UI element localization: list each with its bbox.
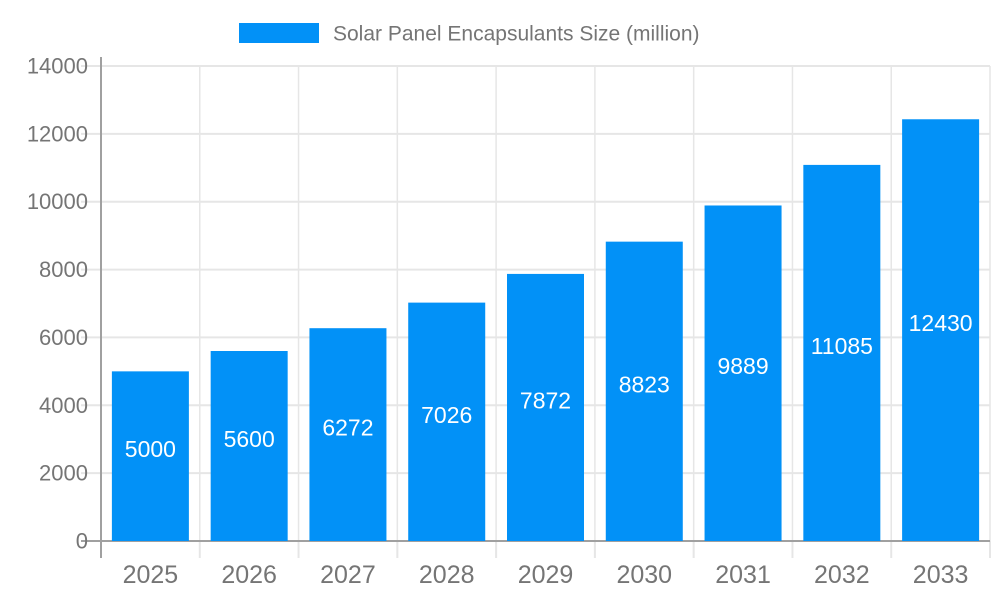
x-tick-label: 2029 <box>518 561 574 589</box>
bar <box>507 273 584 541</box>
bar-value-label: 7026 <box>421 402 472 428</box>
bar <box>408 302 486 541</box>
bar <box>111 371 189 541</box>
legend-label: Solar Panel Encapsulants Size (million) <box>333 23 700 46</box>
bar <box>210 351 288 541</box>
x-tick-label: 2027 <box>320 561 376 589</box>
bar <box>309 328 387 541</box>
x-tick-label: 2032 <box>814 561 870 589</box>
x-axis-labels: 2025 2026 2027 2028 2029 2030 2031 2032 2033 <box>123 561 969 589</box>
bar-value-label: 6272 <box>322 415 373 441</box>
bar <box>902 119 980 542</box>
y-tick-label: 6000 <box>39 325 88 350</box>
x-tick-label: 2025 <box>123 561 179 589</box>
gridlines <box>81 65 991 558</box>
y-tick-label: 0 <box>76 529 88 554</box>
x-tick-label: 2031 <box>715 561 771 589</box>
bar-labels: 5000 5600 6272 7026 7872 8823 9889 11085 12430 <box>125 310 973 462</box>
bars <box>111 119 980 542</box>
y-tick-label: 2000 <box>39 461 88 486</box>
bar-value-label: 12430 <box>909 310 973 336</box>
y-axis-labels: 0 2000 4000 6000 8000 10000 12000 14000 <box>27 54 88 554</box>
bar-value-label: 5000 <box>125 436 176 462</box>
bar-value-label: 7872 <box>520 387 571 413</box>
y-tick-label: 14000 <box>27 54 88 79</box>
bar-value-label: 9889 <box>717 353 768 379</box>
y-tick-label: 8000 <box>39 257 88 282</box>
x-tick-label: 2028 <box>419 561 475 589</box>
legend-swatch <box>239 23 319 43</box>
x-tick-label: 2030 <box>616 561 672 589</box>
y-tick-label: 10000 <box>27 189 88 214</box>
bar <box>704 205 782 542</box>
bar-value-label: 11085 <box>811 333 873 359</box>
bar-value-label: 8823 <box>619 371 670 397</box>
y-tick-label: 4000 <box>39 393 88 418</box>
bar <box>803 164 881 541</box>
x-tick-label: 2026 <box>221 561 277 589</box>
bar-value-label: 5600 <box>224 426 275 452</box>
y-tick-label: 12000 <box>27 121 88 146</box>
bar <box>605 241 683 542</box>
x-tick-label: 2033 <box>913 561 969 589</box>
legend: Solar Panel Encapsulants Size (million) <box>239 23 700 46</box>
